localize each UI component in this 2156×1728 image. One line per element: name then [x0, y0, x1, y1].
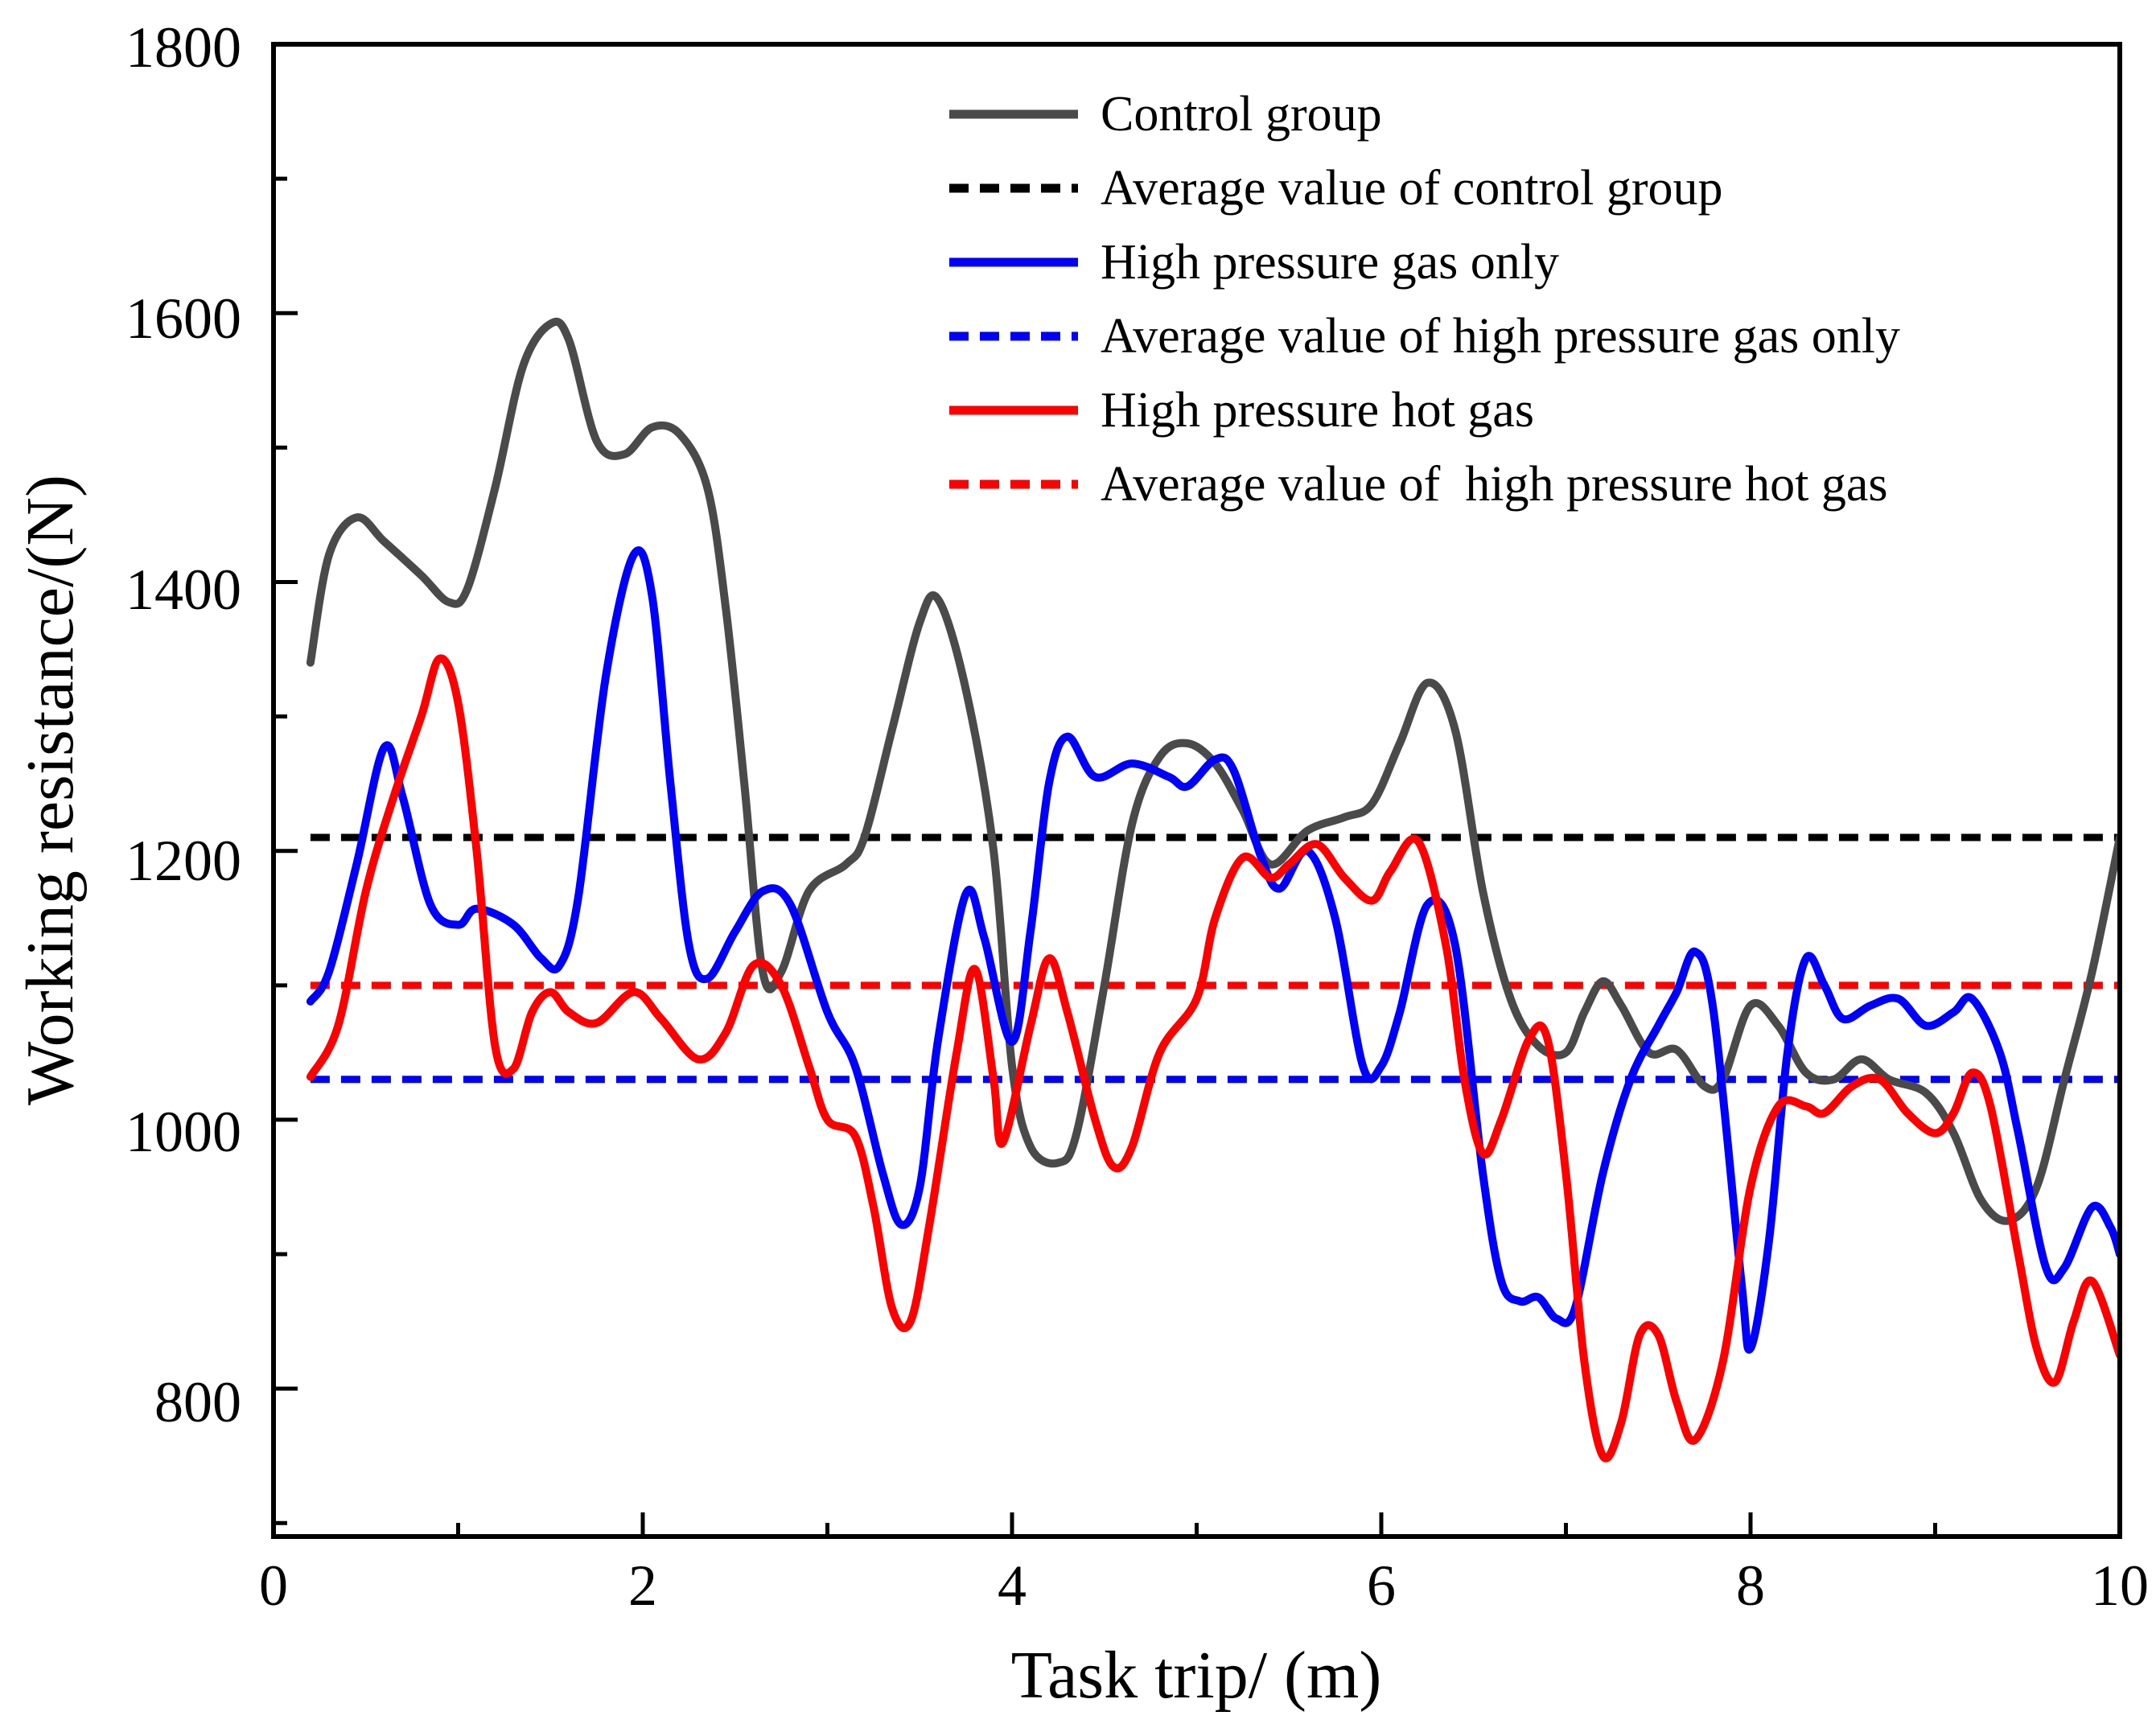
x-tick-label-8: 8 — [1736, 1553, 1765, 1618]
x-tick-label-10: 10 — [2091, 1553, 2149, 1618]
y-tick-label-1600: 1600 — [125, 286, 241, 351]
x-tick-label-0: 0 — [259, 1553, 288, 1618]
series-line-control-group — [306, 317, 2120, 1225]
legend-label-control-avg: Average value of control group — [1101, 161, 1723, 216]
legend-label-control: Control group — [1101, 87, 1382, 142]
legend-label-hot-gas-avg: Average value of high pressure hot gas — [1101, 457, 1887, 512]
legend-label-hp-gas-avg: Average value of high pressure gas only — [1101, 309, 1900, 364]
legend-label-hp-gas: High pressure gas only — [1101, 235, 1559, 290]
series-layer — [306, 317, 2120, 1463]
ticks-layer — [271, 42, 2122, 1537]
legend-label-hot-gas: High pressure hot gas — [1101, 383, 1534, 438]
legend: Control group Average value of control g… — [949, 87, 1900, 512]
y-tick-label-1400: 1400 — [125, 557, 241, 622]
y-tick-label-1200: 1200 — [125, 829, 241, 893]
y-axis-title: Working resistance/(N) — [13, 475, 88, 1105]
x-tick-label-4: 4 — [998, 1553, 1027, 1618]
x-tick-label-2: 2 — [628, 1553, 657, 1618]
series-line-high-pressure-hot-gas — [306, 654, 2120, 1463]
y-tick-label-1000: 1000 — [125, 1100, 241, 1164]
x-axis-title: Task trip/ (m) — [1011, 1638, 1382, 1713]
y-tick-label-1800: 1800 — [125, 15, 241, 80]
y-tick-label-800: 800 — [154, 1370, 241, 1434]
series-line-high-pressure-gas-only — [306, 546, 2120, 1354]
x-tick-label-6: 6 — [1367, 1553, 1396, 1618]
